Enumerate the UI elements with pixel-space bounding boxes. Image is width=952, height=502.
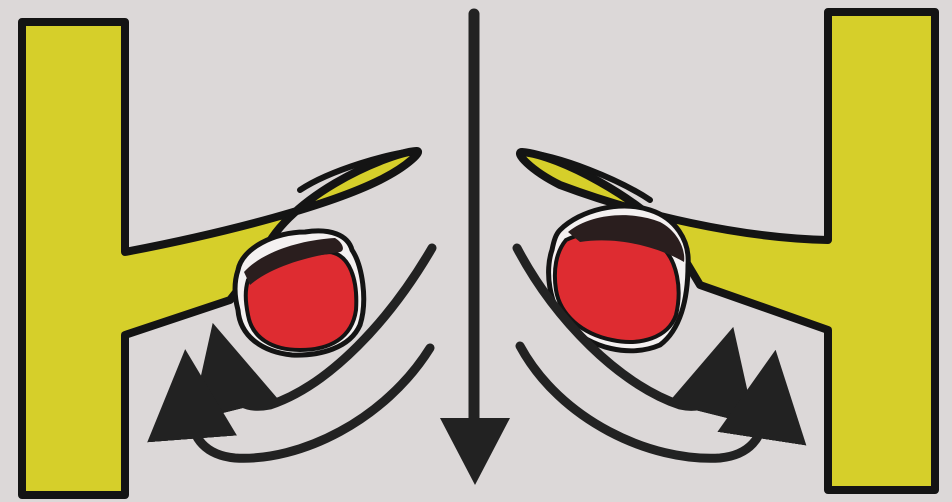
left-ledge-top-edge	[122, 148, 421, 255]
left-eddy-inner	[190, 243, 437, 422]
center-flow-arrow	[440, 8, 510, 485]
right-eddy-arrows	[512, 243, 807, 463]
right-deposit-crust	[568, 215, 685, 262]
right-ledge-top-edge	[517, 148, 831, 243]
center-arrowhead	[440, 418, 510, 485]
left-wall-group	[18, 18, 422, 499]
left-eddy-arrows	[147, 243, 437, 463]
right-eddy-outer	[515, 341, 807, 463]
left-deposit-group	[232, 228, 367, 358]
left-eddy-outer	[147, 343, 435, 463]
right-eddy-inner	[512, 243, 756, 426]
left-deposit-crust	[244, 238, 343, 285]
right-deposit-group	[546, 203, 691, 354]
